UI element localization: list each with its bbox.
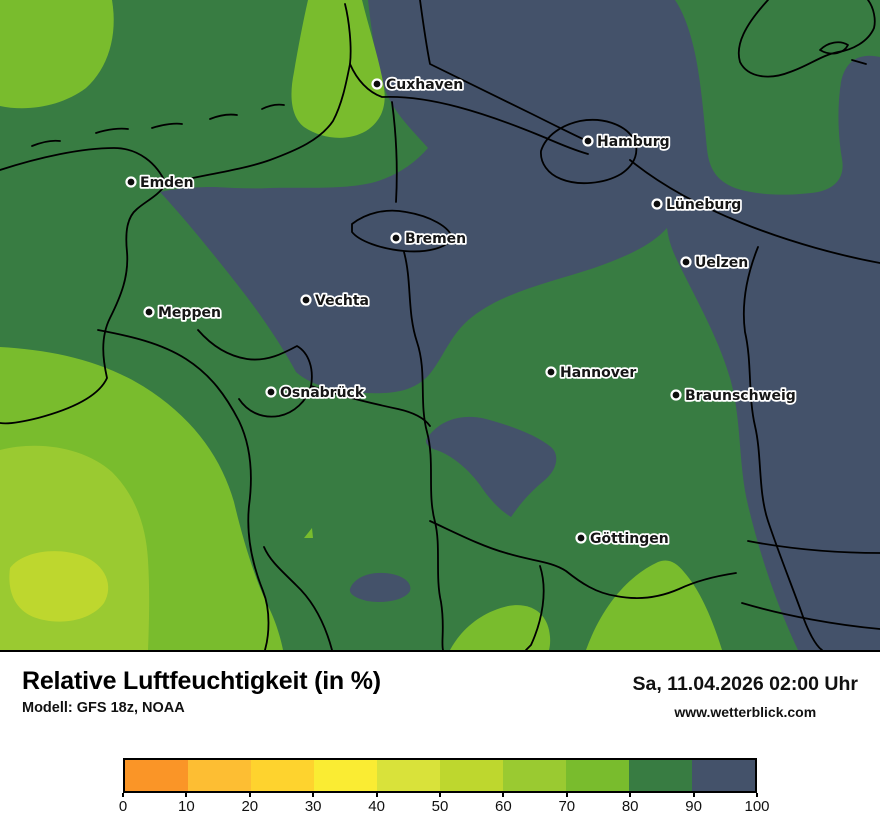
colorbar-tick-label: 20 [241,798,259,815]
colorbar-tick-mark [375,793,378,797]
map-region-lightest-southwest [9,551,109,622]
colorbar-tick-label: 100 [744,798,770,815]
colorbar: 0 10 20 30 40 50 60 70 80 90 100 [119,758,770,819]
map-borders [0,0,880,650]
city-goettingen: Göttingen [575,529,670,549]
city-cuxhaven: Cuxhaven [371,75,465,95]
colorbar-tick-label: 60 [495,798,512,815]
city-lueneburg: Lüneburg [651,195,743,215]
colorbar-segment-70-80 [566,760,629,791]
city-dot [651,198,663,210]
colorbar-tick-mark [629,793,632,797]
colorbar-segment-60-70 [503,760,566,791]
colorbar-tick-mark [756,793,758,797]
city-hamburg: Hamburg [582,132,671,152]
colorbar-tick-mark [692,793,695,797]
colorbar-segment-10-20 [188,760,251,791]
city-uelzen: Uelzen [680,253,750,273]
map-region-light-bottom2 [586,560,722,650]
city-braunschweig: Braunschweig [670,386,798,406]
city-label: Hamburg [597,134,670,150]
map-region-green-northeast [675,0,880,195]
city-label: Osnabrück [280,385,365,401]
city-dot [125,176,137,188]
city-dot [545,366,557,378]
city-label: Bremen [405,231,466,247]
map-canvas: Cuxhaven Hamburg Emden Lüneburg Bremen U… [0,0,880,650]
colorbar-tick-mark [312,793,315,797]
city-vechta: Vechta [300,291,371,311]
city-label: Meppen [158,305,221,321]
city-bremen: Bremen [390,229,468,249]
colorbar-tick-mark [439,793,441,797]
colorbar-segments [123,758,757,793]
colorbar-segment-30-40 [314,760,377,791]
city-emden: Emden [125,173,195,193]
colorbar-tick-label: 30 [304,798,322,815]
footer: Relative Luftfeuchtigkeit (in %) Modell:… [0,652,880,830]
colorbar-tick-label: 50 [431,798,449,815]
city-dot [575,532,587,544]
colorbar-segment-50-60 [440,760,503,791]
map-region-slate-center [425,416,557,517]
colorbar-segment-80-90 [629,760,692,791]
city-meppen: Meppen [143,303,223,323]
website-url: www.wetterblick.com [674,704,817,720]
city-dot [390,232,402,244]
map-region-slate-main [160,0,880,650]
colorbar-segment-90-100 [692,760,755,791]
city-dot [371,78,383,90]
city-label: Vechta [315,293,369,309]
colorbar-ticks: 0 10 20 30 40 50 60 70 80 90 100 [119,793,770,819]
city-dot [143,306,155,318]
colorbar-tick-label: 40 [368,798,385,815]
city-markers: Cuxhaven Hamburg Emden Lüneburg Bremen U… [125,75,798,549]
city-dot [582,135,594,147]
footer-right: Sa, 11.04.2026 02:00 Uhr www.wetterblick… [633,672,859,720]
city-osnabrueck: Osnabrück [265,383,367,403]
city-dot [680,256,692,268]
colorbar-tick-label: 0 [118,798,128,815]
map-region-light-speck [304,528,313,538]
colorbar-tick-mark [122,793,124,797]
city-label: Göttingen [590,531,669,547]
colorbar-tick-mark [185,793,188,797]
colorbar-tick-mark [502,793,505,797]
map-region-light-topleft [0,0,114,109]
colorbar-tick-mark [248,793,251,797]
map-region-light-cuxhaven [291,0,385,138]
page-title: Relative Luftfeuchtigkeit (in %) [22,667,381,695]
map-region-slate-small [349,572,411,602]
map-region-light-bottom1 [450,605,551,650]
city-label: Cuxhaven [386,77,463,93]
city-label: Hannover [560,365,636,381]
colorbar-segment-40-50 [377,760,440,791]
humidity-map: Cuxhaven Hamburg Emden Lüneburg Bremen U… [0,0,880,652]
city-dot [670,389,682,401]
city-dot [265,386,277,398]
colorbar-tick-label: 10 [178,798,195,815]
footer-left: Relative Luftfeuchtigkeit (in %) Modell:… [22,666,381,716]
city-label: Lüneburg [666,197,741,213]
city-label: Emden [140,175,194,191]
city-dot [300,294,312,306]
colorbar-tick-mark [565,793,568,797]
model-info: Modell: GFS 18z, NOAA [22,700,185,716]
colorbar-tick-label: 70 [558,798,576,815]
city-label: Braunschweig [685,388,796,404]
city-label: Uelzen [695,255,748,271]
city-hannover: Hannover [545,363,638,383]
colorbar-segment-20-30 [251,760,314,791]
colorbar-segment-0-10 [125,760,188,791]
colorbar-tick-label: 90 [685,798,702,815]
colorbar-tick-label: 80 [621,798,639,815]
forecast-datetime: Sa, 11.04.2026 02:00 Uhr [632,673,859,695]
